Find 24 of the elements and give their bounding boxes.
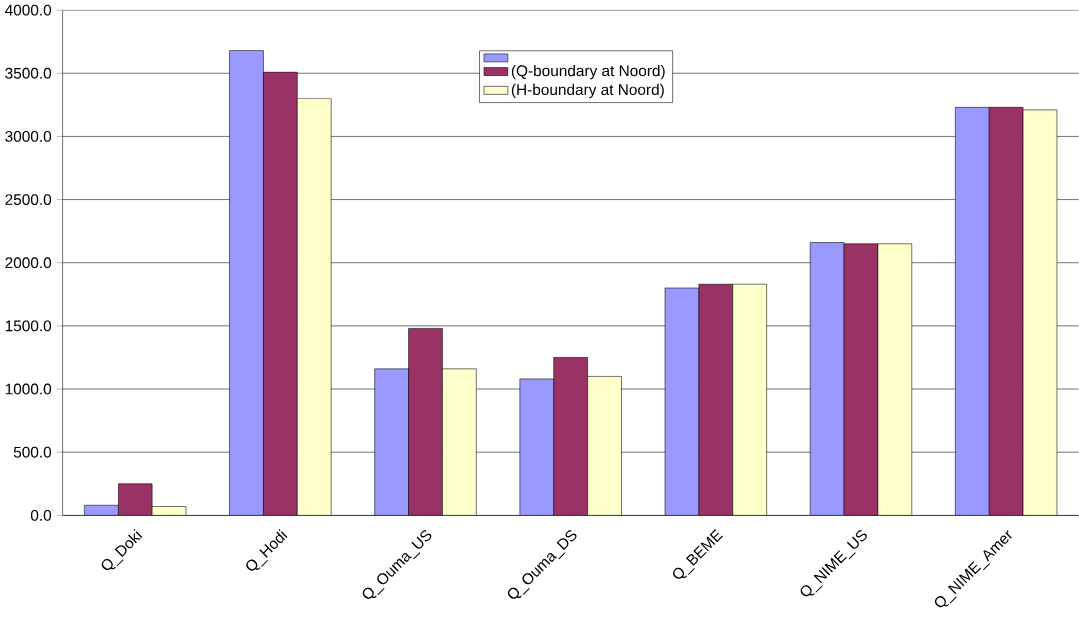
- bar: [843, 243, 879, 516]
- y-tick-label: 4000.0: [5, 4, 52, 16]
- legend-label: (Q-boundary at Noord): [511, 64, 665, 80]
- bar: [809, 242, 845, 516]
- bar: [408, 327, 443, 516]
- bar: [988, 106, 1024, 516]
- bar: [553, 356, 588, 516]
- y-tick-label: 1000.0: [5, 383, 52, 395]
- bar: [698, 283, 734, 516]
- legend-label: (H-boundary at Noord): [511, 83, 664, 98]
- bar: [229, 50, 264, 516]
- bar: [519, 378, 555, 516]
- bar: [955, 106, 990, 516]
- y-tick-label: 1500.0: [5, 320, 52, 332]
- y-tick-label: 2000.0: [5, 257, 52, 268]
- bar: [374, 368, 409, 516]
- y-tick-label: 3500.0: [5, 67, 52, 79]
- bar: [664, 287, 700, 516]
- y-tick-label: 3000.0: [5, 130, 52, 142]
- bar: [263, 71, 298, 516]
- bar: [117, 483, 153, 516]
- y-tick-label: 0.0: [30, 509, 52, 521]
- y-tick-label: 2500.0: [5, 193, 52, 205]
- y-tick-label: 500.0: [13, 446, 52, 458]
